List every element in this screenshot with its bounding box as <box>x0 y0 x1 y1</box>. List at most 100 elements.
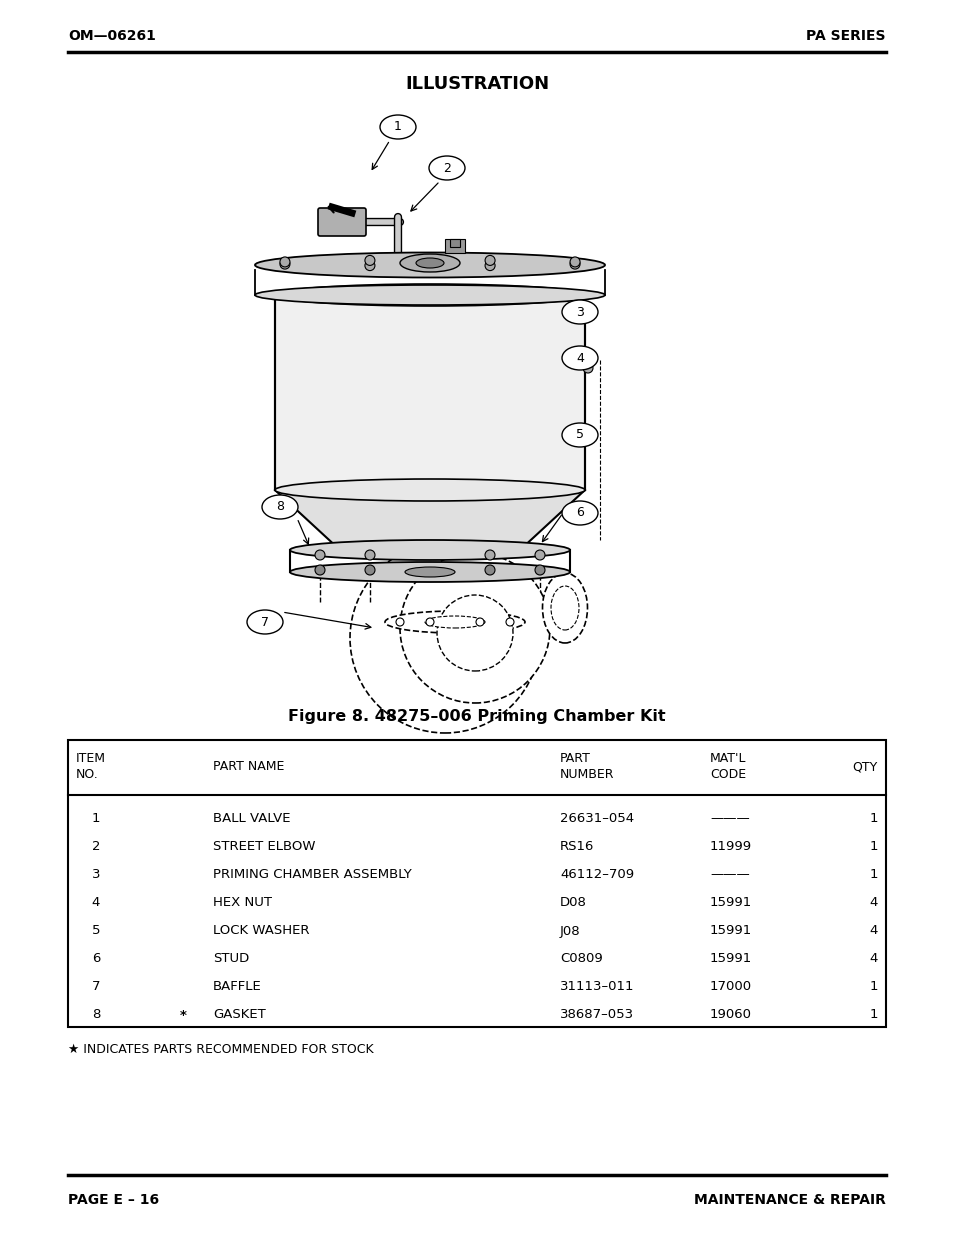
Ellipse shape <box>561 501 598 525</box>
Text: PART NAME: PART NAME <box>213 761 284 773</box>
Text: MAT'L
CODE: MAT'L CODE <box>709 752 745 782</box>
Circle shape <box>365 261 375 270</box>
Text: 19060: 19060 <box>709 1009 751 1021</box>
Text: 6: 6 <box>576 506 583 520</box>
Text: MAINTENANCE & REPAIR: MAINTENANCE & REPAIR <box>694 1193 885 1207</box>
Circle shape <box>426 618 434 626</box>
Text: 38687–053: 38687–053 <box>559 1009 634 1021</box>
Text: C0809: C0809 <box>559 952 602 966</box>
Text: 26631–054: 26631–054 <box>559 813 634 825</box>
Text: 5: 5 <box>576 429 583 441</box>
Ellipse shape <box>551 585 578 630</box>
Text: 15991: 15991 <box>709 952 752 966</box>
Text: ———: ——— <box>709 813 749 825</box>
Circle shape <box>484 261 495 270</box>
Circle shape <box>570 259 579 269</box>
Ellipse shape <box>561 346 598 370</box>
Ellipse shape <box>429 156 464 180</box>
Text: 8: 8 <box>275 500 284 514</box>
Circle shape <box>535 550 544 559</box>
Text: PRIMING CHAMBER ASSEMBLY: PRIMING CHAMBER ASSEMBLY <box>213 868 412 882</box>
Circle shape <box>365 564 375 576</box>
Text: 15991: 15991 <box>709 897 752 909</box>
Bar <box>450 240 459 247</box>
Ellipse shape <box>254 252 604 278</box>
Text: ILLUSTRATION: ILLUSTRATION <box>404 75 549 93</box>
Circle shape <box>399 553 550 703</box>
Text: 1: 1 <box>868 868 877 882</box>
Circle shape <box>570 257 579 267</box>
Text: PAGE E – 16: PAGE E – 16 <box>68 1193 159 1207</box>
Text: 4: 4 <box>576 352 583 364</box>
Text: STREET ELBOW: STREET ELBOW <box>213 841 315 853</box>
Bar <box>444 240 464 253</box>
Ellipse shape <box>254 285 604 305</box>
Ellipse shape <box>290 562 569 582</box>
Text: 6: 6 <box>91 952 100 966</box>
Text: *: * <box>179 1009 186 1021</box>
Text: ITEM
NO.: ITEM NO. <box>76 752 106 782</box>
Circle shape <box>535 564 544 576</box>
Ellipse shape <box>274 479 584 501</box>
Ellipse shape <box>262 495 297 519</box>
Circle shape <box>279 259 290 269</box>
Circle shape <box>436 595 513 671</box>
Text: 3: 3 <box>576 305 583 319</box>
Ellipse shape <box>339 542 519 558</box>
Text: 8: 8 <box>91 1009 100 1021</box>
Text: 1: 1 <box>868 1009 877 1021</box>
Circle shape <box>484 550 495 559</box>
Ellipse shape <box>561 300 598 324</box>
Ellipse shape <box>274 284 584 306</box>
Text: PA SERIES: PA SERIES <box>805 28 885 43</box>
Bar <box>274 295 584 490</box>
Text: 7: 7 <box>91 981 100 993</box>
Text: 17000: 17000 <box>709 981 751 993</box>
Ellipse shape <box>405 567 455 577</box>
Ellipse shape <box>247 610 283 634</box>
Circle shape <box>582 363 593 373</box>
Circle shape <box>314 564 325 576</box>
FancyBboxPatch shape <box>317 207 366 236</box>
Text: PART
NUMBER: PART NUMBER <box>559 752 614 782</box>
Text: LOCK WASHER: LOCK WASHER <box>213 925 309 937</box>
Text: BALL VALVE: BALL VALVE <box>213 813 291 825</box>
Text: 4: 4 <box>869 925 877 937</box>
Ellipse shape <box>416 258 443 268</box>
Text: HEX NUT: HEX NUT <box>213 897 272 909</box>
Circle shape <box>484 564 495 576</box>
Text: GASKET: GASKET <box>213 1009 266 1021</box>
Circle shape <box>279 257 290 267</box>
Circle shape <box>476 618 483 626</box>
Text: ★ INDICATES PARTS RECOMMENDED FOR STOCK: ★ INDICATES PARTS RECOMMENDED FOR STOCK <box>68 1042 374 1056</box>
Ellipse shape <box>399 254 459 272</box>
Text: STUD: STUD <box>213 952 249 966</box>
Ellipse shape <box>561 424 598 447</box>
Ellipse shape <box>542 573 587 643</box>
Text: 11999: 11999 <box>709 841 751 853</box>
Text: J08: J08 <box>559 925 580 937</box>
Circle shape <box>505 618 514 626</box>
Text: RS16: RS16 <box>559 841 594 853</box>
Text: 1: 1 <box>868 841 877 853</box>
Text: 2: 2 <box>91 841 100 853</box>
Circle shape <box>365 256 375 266</box>
Text: OM—06261: OM—06261 <box>68 28 155 43</box>
Text: 5: 5 <box>91 925 100 937</box>
Circle shape <box>582 435 593 445</box>
Text: 3: 3 <box>91 868 100 882</box>
Polygon shape <box>274 490 584 550</box>
Ellipse shape <box>379 115 416 140</box>
Text: D08: D08 <box>559 897 586 909</box>
Text: 4: 4 <box>869 897 877 909</box>
Text: 1: 1 <box>91 813 100 825</box>
Ellipse shape <box>385 611 524 634</box>
Text: QTY: QTY <box>852 761 877 773</box>
Circle shape <box>395 618 403 626</box>
Ellipse shape <box>290 540 569 559</box>
Ellipse shape <box>424 616 484 629</box>
Circle shape <box>484 256 495 266</box>
Bar <box>68 740 885 1028</box>
Text: 31113–011: 31113–011 <box>559 981 634 993</box>
Circle shape <box>314 550 325 559</box>
